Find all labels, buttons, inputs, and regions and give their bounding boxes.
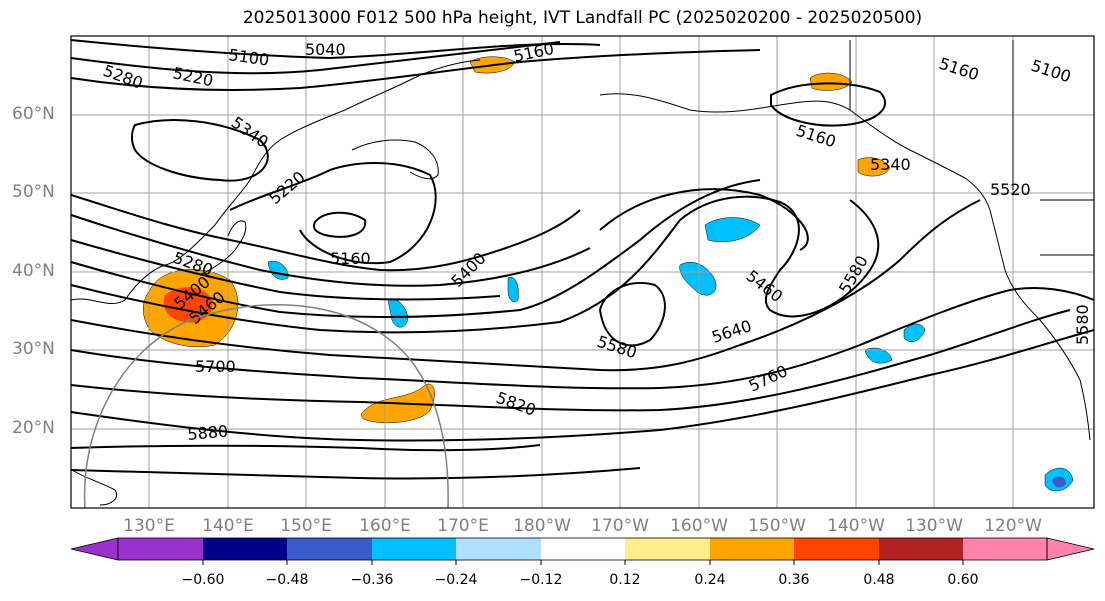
lat-label: 20°N: [12, 418, 55, 438]
colorbar-tick-label: −0.24: [434, 572, 478, 588]
lon-label: 180°W: [513, 516, 571, 536]
colorbar-tick-label: 0.24: [694, 572, 726, 588]
contour-label: 5160: [512, 39, 556, 66]
contour-label: 5100: [227, 45, 270, 69]
colorbar-tick-label: −0.36: [350, 572, 394, 588]
colorbar-tick-label: 0.60: [947, 572, 979, 588]
lat-label: 40°N: [12, 261, 55, 281]
ivt-positive-gulf: [857, 157, 891, 177]
lon-label: 150°E: [280, 516, 332, 536]
ivt-negative-1: [704, 217, 761, 243]
colorbar-segment: [118, 538, 203, 560]
colorbar-tick-label: −0.48: [265, 572, 309, 588]
map-frame: [70, 35, 1095, 509]
colorbar-segment: [625, 538, 710, 560]
contour-label: 5220: [171, 63, 215, 90]
ivt-strong-negative-8: [1052, 476, 1066, 488]
contour-label: 5520: [990, 180, 1031, 199]
colorbar-extend-left: [70, 537, 119, 561]
lon-label: 170°E: [437, 516, 489, 536]
lon-label: 170°W: [591, 516, 649, 536]
contour-label: 5340: [870, 155, 911, 174]
lat-label: 50°N: [12, 182, 55, 202]
coastlines: [70, 40, 1094, 506]
colorbar-tick-label: 0.36: [778, 572, 810, 588]
lon-label: 160°W: [670, 516, 728, 536]
colorbar-extend-right: [1046, 537, 1095, 561]
colorbar: [70, 537, 1095, 565]
contour-label: 5220: [265, 167, 308, 208]
lon-label: 160°E: [359, 516, 411, 536]
colorbar-segment: [710, 538, 794, 560]
landfall-region-circle: [83, 303, 449, 509]
contour-label: 5580: [1073, 304, 1092, 345]
colorbar-segment: [287, 538, 372, 560]
contour-label: 5880: [187, 422, 229, 444]
colorbar-tick-label: 0.12: [609, 572, 641, 588]
colorbar-segment: [794, 538, 879, 560]
ivt-negative-5: [267, 260, 289, 280]
contour-label: 5160: [330, 249, 371, 268]
colorbar-segment: [456, 538, 541, 560]
height-contours: [70, 39, 1095, 480]
colorbar-segment: [203, 538, 287, 560]
colorbar-tick-label: 0.48: [863, 572, 895, 588]
lon-label: 130°E: [123, 516, 175, 536]
contour-label: 5580: [595, 332, 640, 363]
ivt-negative-7: [903, 323, 926, 342]
contour-label: 5040: [305, 40, 346, 59]
lon-label: 140°E: [202, 516, 254, 536]
ivt-positive-alaska: [809, 72, 853, 91]
lon-label: 140°W: [827, 516, 885, 536]
map-title: 2025013000 F012 500 hPa height, IVT Land…: [242, 8, 923, 28]
ivt-negative-4: [507, 276, 519, 303]
colorbar-tick-label: −0.60: [181, 572, 225, 588]
colorbar-segment: [879, 538, 963, 560]
contour-label: 5160: [937, 54, 982, 85]
contour-label: 5700: [195, 357, 236, 376]
lon-label: 120°W: [984, 516, 1042, 536]
lon-label: 130°W: [905, 516, 963, 536]
colorbar-segment: [372, 538, 456, 560]
lat-label: 60°N: [12, 104, 55, 124]
colorbar-outline: [117, 537, 1048, 561]
colorbar-segment: [963, 538, 1047, 560]
contour-label: 5760: [746, 361, 791, 395]
contour-label-group: 5100 5040 5160 5280 5220 5340 5160 5340 …: [101, 39, 1092, 444]
contour-label: 5820: [494, 388, 539, 420]
contour-label: 5100: [1029, 56, 1074, 87]
colorbar-segment: [541, 538, 625, 560]
ivt-negative-2: [679, 262, 717, 296]
lon-label: 150°W: [748, 516, 806, 536]
ivt-negative-6: [864, 347, 893, 364]
colorbar-tick-label: −0.12: [519, 572, 563, 588]
lat-label: 30°N: [12, 339, 55, 359]
grid-lines: [71, 36, 1094, 508]
ivt-negative-3: [387, 298, 409, 328]
